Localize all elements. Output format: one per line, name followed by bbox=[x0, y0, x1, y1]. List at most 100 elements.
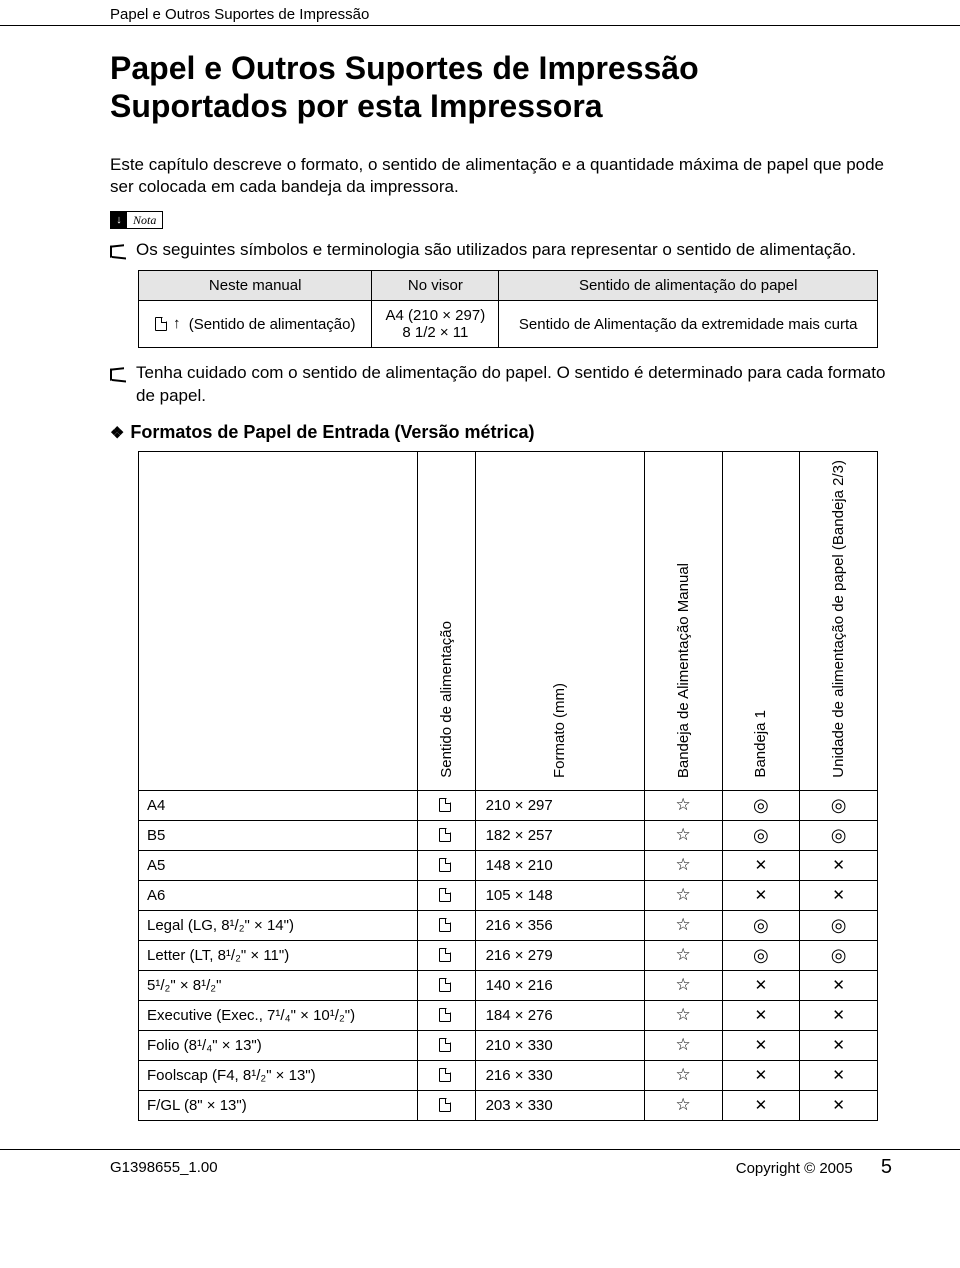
td-manual-text: (Sentido de alimentação) bbox=[189, 316, 356, 333]
table-row: A4210 × 297☆◎◎ bbox=[139, 790, 878, 820]
th-feed: Sentido de alimentação bbox=[417, 452, 475, 791]
table-row: F/GL (8" × 13")203 × 330☆✕✕ bbox=[139, 1090, 878, 1120]
td-visor-a: A4 (210 × 297) bbox=[382, 307, 488, 324]
portrait-icon bbox=[439, 1098, 451, 1112]
cell-name: A6 bbox=[139, 880, 418, 910]
cell-unit: ◎ bbox=[800, 910, 878, 940]
cell-format: 140 × 216 bbox=[475, 970, 644, 1000]
th-tray1: Bandeja 1 bbox=[722, 452, 800, 791]
th-name-blank bbox=[139, 452, 418, 791]
cell-tray1: ✕ bbox=[722, 880, 800, 910]
cell-manual: ☆ bbox=[644, 1060, 722, 1090]
cell-name: Executive (Exec., 7¹/₄" × 10¹/₂") bbox=[139, 1000, 418, 1030]
cell-format: 203 × 330 bbox=[475, 1090, 644, 1120]
cell-manual: ☆ bbox=[644, 1000, 722, 1030]
cell-feed bbox=[417, 790, 475, 820]
table-row: 5¹/₂" × 8¹/₂"140 × 216☆✕✕ bbox=[139, 970, 878, 1000]
content-area: Papel e Outros Suportes de Impressão Sup… bbox=[0, 50, 960, 1121]
cell-format: 105 × 148 bbox=[475, 880, 644, 910]
cell-format: 210 × 297 bbox=[475, 790, 644, 820]
section-heading: ❖ Formatos de Papel de Entrada (Versão mé… bbox=[110, 422, 892, 443]
cell-tray1: ✕ bbox=[722, 1090, 800, 1120]
th-unit: Unidade de alimentação de papel (Bandeja… bbox=[800, 452, 878, 791]
portrait-icon bbox=[439, 918, 451, 932]
cell-unit: ◎ bbox=[800, 820, 878, 850]
cell-feed bbox=[417, 1000, 475, 1030]
cell-feed bbox=[417, 1060, 475, 1090]
diamond-icon: ❖ bbox=[110, 425, 124, 442]
th-format: Formato (mm) bbox=[475, 452, 644, 791]
bullet-2-text: Tenha cuidado com o sentido de alimentaç… bbox=[136, 362, 892, 408]
cell-feed bbox=[417, 910, 475, 940]
th-format-label: Formato (mm) bbox=[551, 683, 568, 778]
cell-tray1: ◎ bbox=[722, 940, 800, 970]
footer-page-number: 5 bbox=[881, 1156, 892, 1178]
cell-manual: ☆ bbox=[644, 1090, 722, 1120]
cell-feed bbox=[417, 850, 475, 880]
footer-copyright: Copyright © 2005 bbox=[736, 1160, 853, 1177]
cell-feed bbox=[417, 880, 475, 910]
th-unit-label: Unidade de alimentação de papel (Bandeja… bbox=[830, 460, 847, 778]
cell-format: 184 × 276 bbox=[475, 1000, 644, 1030]
cell-unit: ◎ bbox=[800, 940, 878, 970]
section-heading-text: Formatos de Papel de Entrada (Versão mét… bbox=[130, 422, 534, 442]
table-row: A6105 × 148☆✕✕ bbox=[139, 880, 878, 910]
cell-manual: ☆ bbox=[644, 970, 722, 1000]
formats-table: Sentido de alimentação Formato (mm) Band… bbox=[138, 451, 878, 1121]
portrait-icon bbox=[439, 1008, 451, 1022]
cell-unit: ◎ bbox=[800, 790, 878, 820]
td-sentido: Sentido de Alimentação da extremidade ma… bbox=[499, 301, 878, 348]
table-row: Folio (8¹/₄" × 13")210 × 330☆✕✕ bbox=[139, 1030, 878, 1060]
cell-feed bbox=[417, 1090, 475, 1120]
th-tray1-label: Bandeja 1 bbox=[752, 710, 769, 778]
cell-name: 5¹/₂" × 8¹/₂" bbox=[139, 970, 418, 1000]
table-row: Foolscap (F4, 8¹/₂" × 13")216 × 330☆✕✕ bbox=[139, 1060, 878, 1090]
note-arrow-icon: ↓ bbox=[111, 212, 127, 228]
cell-manual: ☆ bbox=[644, 940, 722, 970]
cell-tray1: ✕ bbox=[722, 1000, 800, 1030]
th-manual: Bandeja de Alimentação Manual bbox=[644, 452, 722, 791]
table-row: B5182 × 257☆◎◎ bbox=[139, 820, 878, 850]
th-sentido: Sentido de alimentação do papel bbox=[499, 271, 878, 301]
portrait-icon bbox=[439, 828, 451, 842]
cell-name: Foolscap (F4, 8¹/₂" × 13") bbox=[139, 1060, 418, 1090]
portrait-icon bbox=[439, 948, 451, 962]
cell-tray1: ✕ bbox=[722, 850, 800, 880]
up-arrow-icon: ↑ bbox=[173, 315, 181, 332]
cell-unit: ✕ bbox=[800, 1000, 878, 1030]
table-row: A5148 × 210☆✕✕ bbox=[139, 850, 878, 880]
cell-name: Legal (LG, 8¹/₂" × 14") bbox=[139, 910, 418, 940]
footer-doc-id: G1398655_1.00 bbox=[110, 1159, 218, 1176]
note-text: Nota bbox=[127, 213, 162, 228]
cell-name: A4 bbox=[139, 790, 418, 820]
cell-unit: ✕ bbox=[800, 1060, 878, 1090]
portrait-icon bbox=[439, 888, 451, 902]
cell-unit: ✕ bbox=[800, 1030, 878, 1060]
cell-format: 210 × 330 bbox=[475, 1030, 644, 1060]
td-manual: ↑ (Sentido de alimentação) bbox=[139, 301, 372, 348]
cell-manual: ☆ bbox=[644, 790, 722, 820]
cell-unit: ✕ bbox=[800, 880, 878, 910]
th-feed-label: Sentido de alimentação bbox=[438, 621, 455, 778]
cell-manual: ☆ bbox=[644, 1030, 722, 1060]
bullet-1: Os seguintes símbolos e terminologia são… bbox=[110, 239, 892, 262]
bullet-1-text: Os seguintes símbolos e terminologia são… bbox=[136, 239, 856, 262]
cell-unit: ✕ bbox=[800, 1090, 878, 1120]
cell-format: 148 × 210 bbox=[475, 850, 644, 880]
portrait-icon bbox=[155, 317, 167, 331]
cell-manual: ☆ bbox=[644, 910, 722, 940]
page-footer: G1398655_1.00 Copyright © 2005 5 bbox=[0, 1149, 960, 1201]
cell-feed bbox=[417, 940, 475, 970]
cell-tray1: ◎ bbox=[722, 790, 800, 820]
cell-name: F/GL (8" × 13") bbox=[139, 1090, 418, 1120]
running-head: Papel e Outros Suportes de Impressão bbox=[0, 0, 960, 26]
cell-name: B5 bbox=[139, 820, 418, 850]
note-label: ↓ Nota bbox=[110, 211, 163, 229]
table-row: Letter (LT, 8¹/₂" × 11")216 × 279☆◎◎ bbox=[139, 940, 878, 970]
cell-tray1: ✕ bbox=[722, 1060, 800, 1090]
cell-tray1: ◎ bbox=[722, 910, 800, 940]
cell-name: Letter (LT, 8¹/₂" × 11") bbox=[139, 940, 418, 970]
footer-right: Copyright © 2005 5 bbox=[736, 1156, 892, 1179]
cell-unit: ✕ bbox=[800, 850, 878, 880]
page-title: Papel e Outros Suportes de Impressão Sup… bbox=[110, 50, 892, 126]
